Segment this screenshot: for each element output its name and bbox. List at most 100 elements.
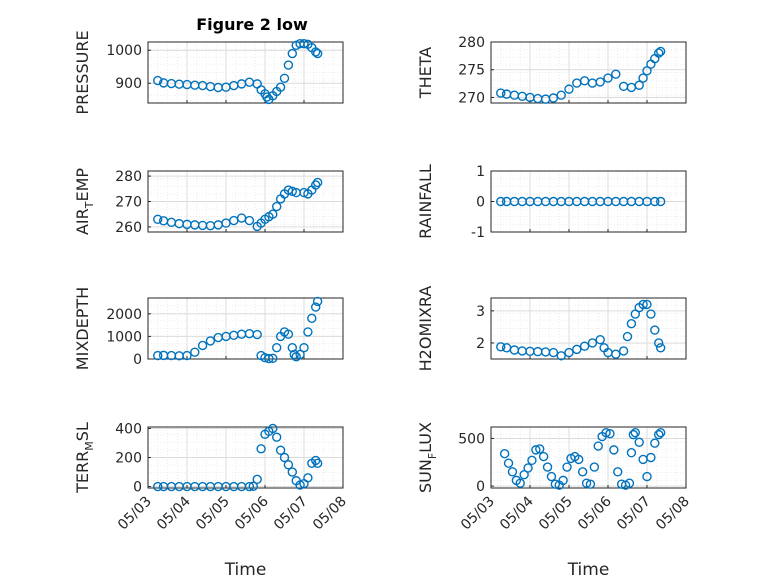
y-tick-label: 260 <box>115 220 142 236</box>
data-point <box>531 445 541 455</box>
data-point <box>197 220 208 231</box>
data-point <box>289 349 299 360</box>
data-point <box>646 309 656 319</box>
data-point <box>312 296 323 307</box>
data-point <box>229 330 239 340</box>
data-point <box>264 353 274 364</box>
y-axis-label: H2OMIXRA <box>416 286 435 372</box>
data-point <box>262 92 272 102</box>
y-tick-label: 2000 <box>106 307 142 323</box>
y-axis-label: SUNFLUX <box>416 422 439 493</box>
data-point <box>646 59 656 69</box>
y-tick-label: 280 <box>115 169 142 185</box>
data-point <box>611 349 621 359</box>
data-point <box>589 462 600 472</box>
data-point <box>646 452 656 463</box>
subplot-p7: 0 200 400 05/03 05/04 05/05 05/06 05/07 05/08 TER… <box>73 421 350 580</box>
data-point <box>503 458 514 468</box>
x-axis-label: Time <box>224 560 267 580</box>
subplot-p5: 0 1000 2000 MIXDEPTH <box>73 287 344 370</box>
data-point <box>626 448 637 458</box>
data-point <box>509 90 520 100</box>
data-point <box>299 38 309 49</box>
data-point <box>272 201 282 212</box>
data-point <box>303 327 313 337</box>
axes-box <box>147 41 344 104</box>
data-point <box>605 428 615 439</box>
y-tick-label: 275 <box>458 63 485 79</box>
data-point <box>287 343 297 353</box>
data-point <box>501 89 512 99</box>
data-point <box>638 454 648 465</box>
data-point <box>213 332 223 343</box>
data-point <box>153 481 163 492</box>
data-point <box>268 209 278 219</box>
x-tick-label: 05/07 <box>614 494 654 534</box>
data-point <box>546 471 557 482</box>
data-point <box>579 76 590 86</box>
data-point <box>626 318 637 329</box>
data-point <box>574 454 584 465</box>
data-point <box>630 428 640 438</box>
data-point <box>587 338 598 348</box>
data-point <box>572 344 582 355</box>
data-point <box>613 467 623 477</box>
data-point <box>642 299 652 310</box>
data-point <box>153 214 163 224</box>
data-point <box>248 481 259 491</box>
data-point <box>535 444 545 454</box>
x-tick-label: 05/06 <box>575 493 615 533</box>
data-point <box>533 346 543 357</box>
y-tick-label: 400 <box>115 421 142 437</box>
x-tick-label: 05/04 <box>497 493 537 533</box>
data-point <box>556 351 566 361</box>
y-tick-label: 0 <box>476 195 485 211</box>
y-tick-label: 3 <box>476 304 485 320</box>
y-axis-label: RAINFALL <box>416 164 435 239</box>
x-tick-label: 05/04 <box>154 493 194 533</box>
data-point <box>595 77 605 87</box>
y-tick-label: 270 <box>115 195 142 211</box>
data-point <box>562 462 572 472</box>
axes-box <box>490 41 687 104</box>
y-axis-label: THETA <box>416 47 435 99</box>
subplot-p2: 270 275 280 THETA <box>416 35 687 106</box>
data-point <box>634 80 644 90</box>
data-point <box>307 313 317 324</box>
data-point <box>507 467 518 477</box>
data-point <box>533 93 543 104</box>
data-point <box>579 341 590 351</box>
y-axis-label: MIXDEPTH <box>73 287 92 370</box>
data-point <box>153 350 163 361</box>
y-axis-label: PRESSURE <box>73 30 92 114</box>
data-point <box>650 53 660 64</box>
y-tick-label: 500 <box>458 431 485 447</box>
data-point <box>587 78 598 88</box>
data-point <box>311 47 321 57</box>
data-point <box>496 342 506 352</box>
y-tick-label: 1000 <box>106 329 142 345</box>
data-point <box>642 66 652 76</box>
data-point <box>517 91 527 102</box>
data-point <box>538 451 549 462</box>
y-axis-label: AIRTEMP <box>73 168 96 235</box>
data-point <box>268 423 278 434</box>
y-tick-label: 0 <box>476 479 485 495</box>
y-tick-label: 0 <box>133 352 142 368</box>
data-point <box>611 69 621 79</box>
data-point <box>311 302 321 312</box>
data-point <box>213 220 223 230</box>
data-point <box>618 81 629 92</box>
data-point <box>509 345 520 355</box>
data-point <box>624 478 635 488</box>
x-tick-label: 05/08 <box>653 494 693 534</box>
data-point <box>540 94 551 104</box>
data-point <box>174 218 184 229</box>
data-point <box>655 196 666 207</box>
data-point <box>244 481 255 492</box>
subplot-p6: 2 3 H2OMIXRA <box>416 286 687 372</box>
data-point <box>252 474 262 484</box>
data-point <box>540 347 551 357</box>
data-point <box>655 46 666 57</box>
